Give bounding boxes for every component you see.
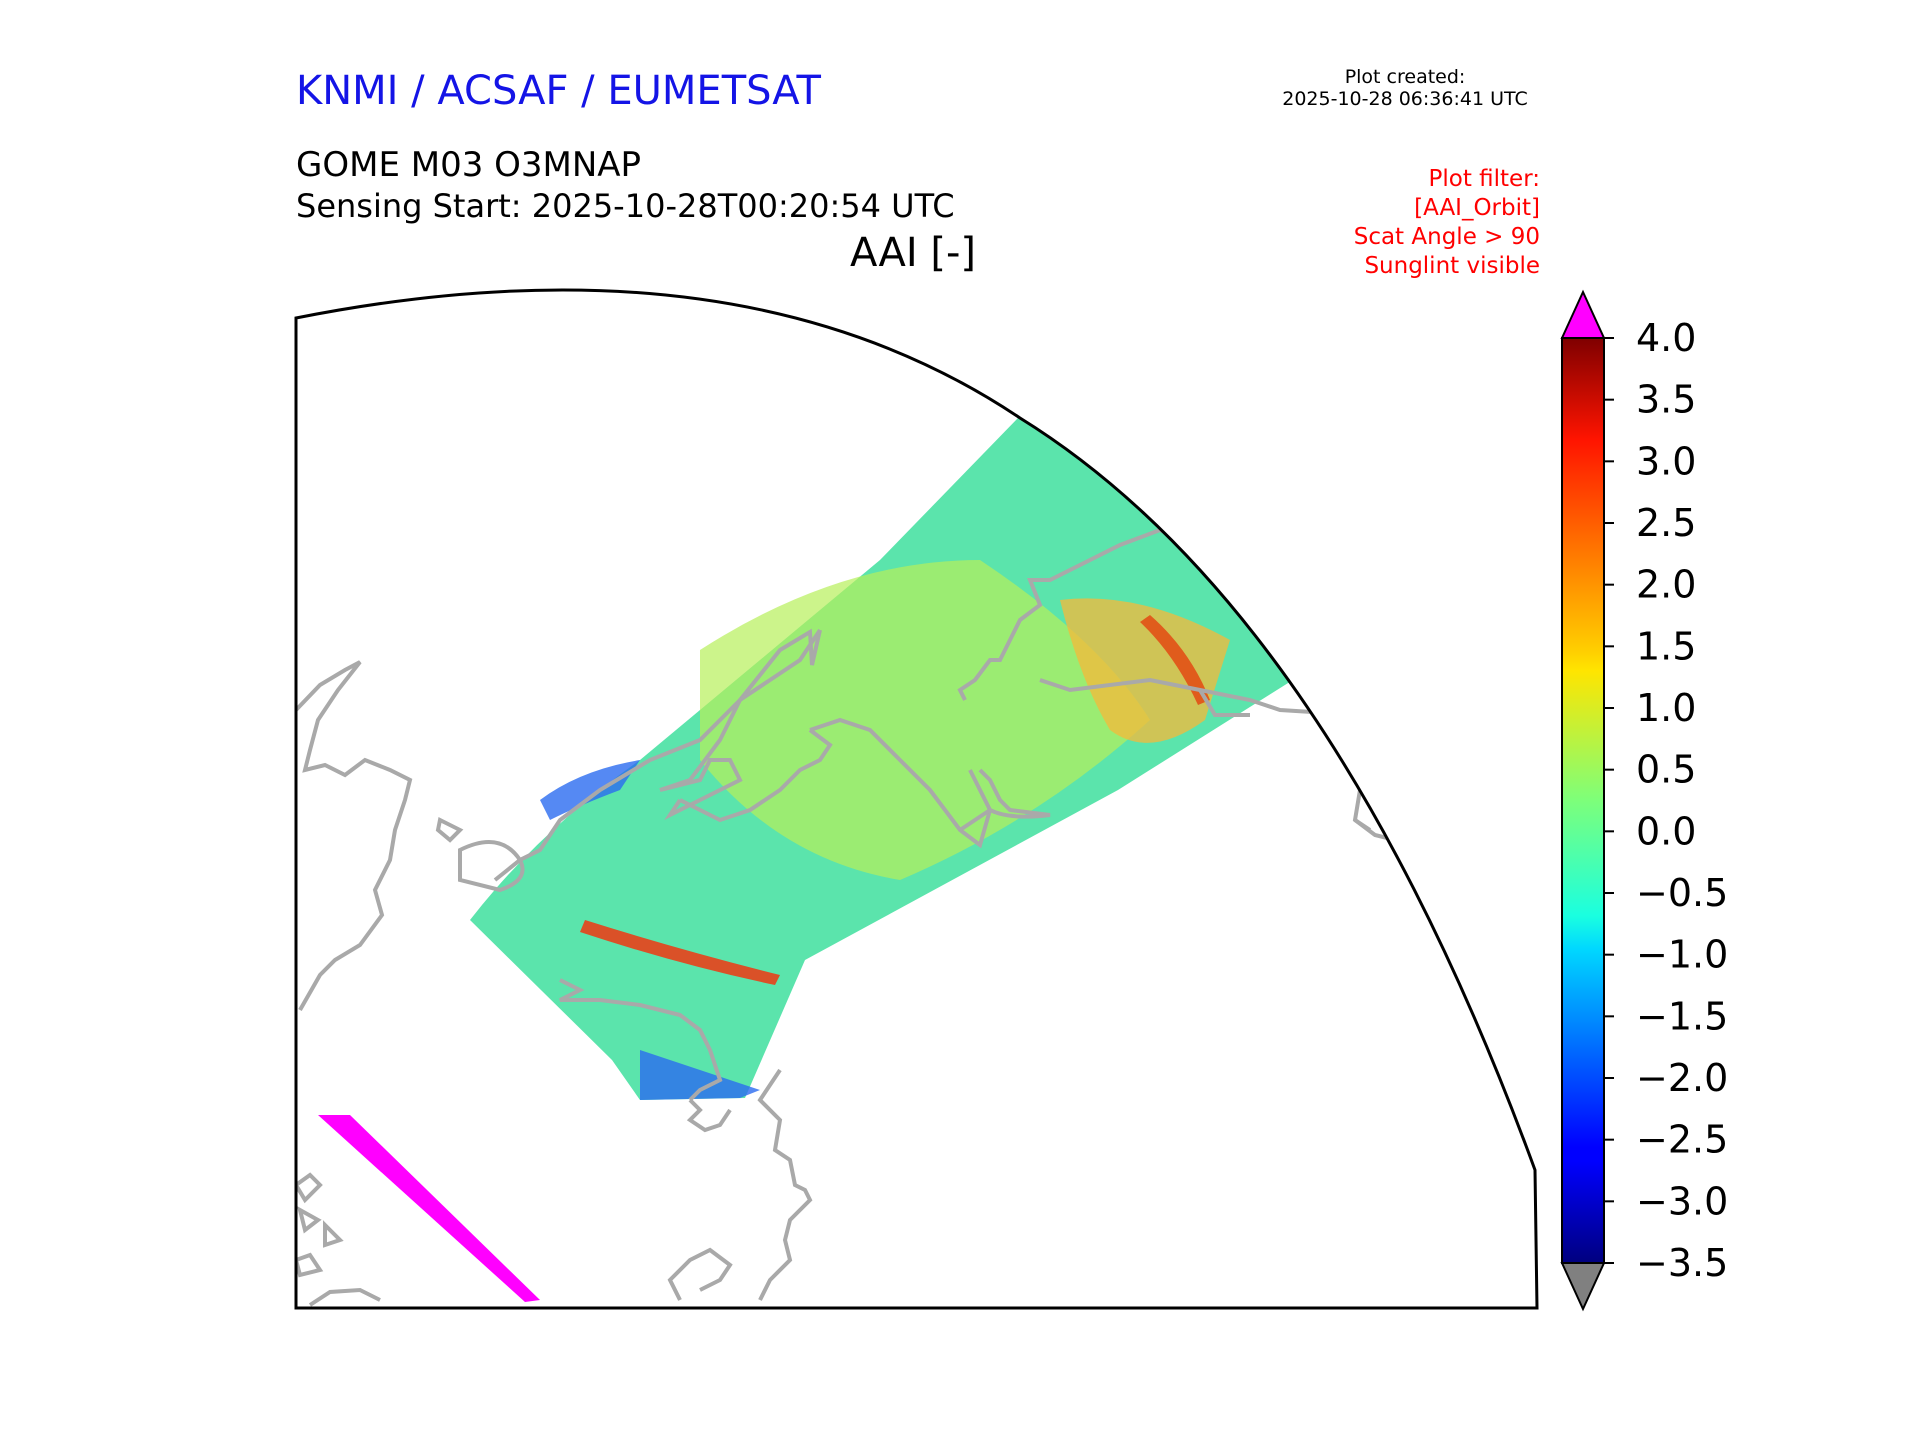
filter-heading: Plot filter: — [1428, 166, 1540, 192]
plot-created-time: 2025-10-28 06:36:41 UTC — [1282, 88, 1528, 110]
colorbar-tick-label: −3.5 — [1636, 1241, 1728, 1285]
map-area — [296, 418, 1422, 1307]
colorbar-ticks: 4.0 3.5 3.0 2.5 2.0 1.5 1.0 0.5 0.0 −0.5 −1.0 −1.5 −… — [1604, 316, 1728, 1285]
colorbar-gradient — [1562, 338, 1604, 1263]
colorbar-under-triangle — [1560, 1262, 1606, 1312]
filter-scat-angle: Scat Angle > 90 — [1353, 224, 1540, 250]
colorbar-tick-label: −2.0 — [1636, 1056, 1728, 1100]
map-frame — [294, 288, 1539, 1310]
colorbar: 4.0 3.5 3.0 2.5 2.0 1.5 1.0 0.5 0.0 −0.5 −1.0 −1.5 −… — [1560, 289, 1728, 1312]
filter-sunglint: Sunglint visible — [1364, 253, 1540, 279]
colorbar-tick-label: 0.0 — [1636, 809, 1696, 853]
filter-orbit: [AAI_Orbit] — [1414, 195, 1540, 221]
off-scale-swath — [318, 1115, 540, 1302]
colorbar-tick-label: −0.5 — [1636, 871, 1728, 915]
swath-red-streak — [1140, 615, 1210, 705]
colorbar-tick-label: 1.5 — [1636, 624, 1696, 668]
variable-label: AAI [-] — [850, 230, 976, 276]
swath-orange-region — [1060, 598, 1230, 743]
sensing-start: Sensing Start: 2025-10-28T00:20:54 UTC — [296, 187, 955, 225]
colorbar-tick-label: −2.5 — [1636, 1118, 1728, 1162]
colorbar-tick-label: 2.5 — [1636, 501, 1696, 545]
coastlines — [296, 527, 1422, 1307]
swath-red-band — [580, 920, 780, 985]
colorbar-tick-label: 2.0 — [1636, 563, 1696, 607]
colorbar-tick-label: −1.0 — [1636, 933, 1728, 977]
organization-title: KNMI / ACSAF / EUMETSAT — [296, 68, 821, 114]
colorbar-tick-label: 4.0 — [1636, 316, 1696, 360]
swath-blue-edge — [540, 760, 760, 1100]
colorbar-tick-label: 3.0 — [1636, 439, 1696, 483]
colorbar-tick-label: −3.0 — [1636, 1179, 1728, 1223]
plot-created-label: Plot created: — [1344, 66, 1466, 88]
colorbar-tick-label: −1.5 — [1636, 994, 1728, 1038]
colorbar-tick-label: 3.5 — [1636, 378, 1696, 422]
colorbar-tick-label: 1.0 — [1636, 686, 1696, 730]
colorbar-tick-label: 0.5 — [1636, 748, 1696, 792]
colorbar-over-triangle — [1560, 289, 1606, 339]
product-title: GOME M03 O3MNAP — [296, 145, 642, 185]
